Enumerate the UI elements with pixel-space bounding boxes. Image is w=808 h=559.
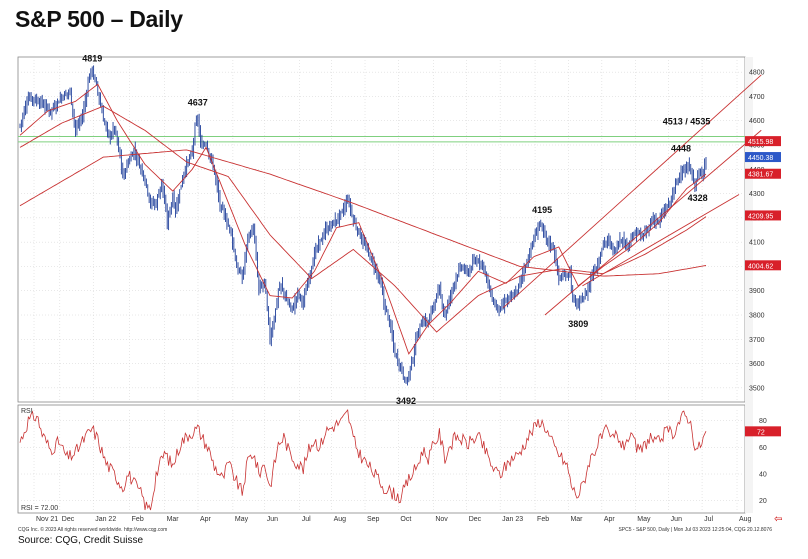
y-tick-label: 4700 (749, 94, 765, 101)
price-layer (19, 65, 707, 386)
price-tag-label: 4209.95 (748, 213, 773, 220)
x-tick-label: Mar (570, 516, 583, 523)
copyright-footer: CQG Inc. © 2023 All rights reserved worl… (18, 527, 168, 533)
x-tick-label: Jul (704, 516, 713, 523)
price-annotation: 3492 (396, 396, 416, 406)
y-tick-label: 4600 (749, 118, 765, 125)
x-tick-label: Nov 21 (36, 516, 58, 523)
price-annotation: 4448 (671, 144, 691, 154)
x-tick-label: Aug (739, 516, 752, 523)
price-tag-box (745, 168, 781, 179)
x-tick-label: Dec (469, 516, 482, 523)
x-tick-label: Jan 22 (95, 516, 116, 523)
y-tick-label: 4100 (749, 240, 765, 247)
price-annotation: 4328 (688, 193, 708, 203)
chart-info-footer: SPC5 - S&P 500, Daily | Mon Jul 03 2023 … (618, 527, 772, 533)
rsi-y-tick-label: 60 (759, 445, 767, 452)
x-tick-label: May (637, 516, 651, 523)
price-annotation: 4819 (82, 54, 102, 64)
price-tag-layer: 4515.98 4450.38 4381.67 4209.95 4004.62 (745, 136, 781, 271)
price-tag-label: 4515.98 (748, 139, 773, 146)
channel-line (502, 74, 762, 309)
y-tick-label: 3500 (749, 385, 765, 392)
y-tick-label: 3900 (749, 288, 765, 295)
ma-mid-line (19, 105, 707, 333)
x-tick-label: Jun (671, 516, 682, 523)
scroll-left-arrow-icon[interactable]: ⇦ (774, 514, 783, 525)
price-annotation: 4637 (188, 98, 208, 108)
price-tag-box (745, 152, 781, 163)
y-tick-label: 3700 (749, 337, 765, 344)
x-tick-label: Dec (62, 516, 75, 523)
rsi-y-tick-label: 80 (759, 418, 767, 425)
price-annotation: 3809 (568, 319, 588, 329)
trend-channel-layer (502, 74, 762, 316)
rsi-y-tick-label: 40 (759, 472, 767, 479)
x-tick-label: Apr (604, 516, 616, 523)
rsi-y-tick-label: 20 (759, 498, 767, 505)
x-tick-label: Feb (537, 516, 549, 523)
x-tick-label: Apr (200, 516, 212, 523)
price-tag-box (745, 260, 781, 271)
y-tick-label: 4300 (749, 191, 765, 198)
rsi-layer: 72 (19, 409, 781, 511)
rsi-value-tag-label: 72 (757, 429, 765, 436)
x-tick-label: Sep (367, 516, 380, 523)
page-title: S&P 500 – Daily (15, 6, 183, 32)
rsi-panel-frame (17, 404, 746, 514)
x-tick-label: Jan 23 (502, 516, 523, 523)
x-tick-label: Mar (167, 516, 180, 523)
price-annotation: 4513 / 4535 (663, 116, 711, 126)
x-tick-label: Nov (435, 516, 448, 523)
channel-line (544, 129, 762, 316)
y-axis-strip (745, 57, 753, 513)
channel-line (582, 194, 740, 287)
price-annotation: 4195 (532, 205, 552, 215)
y-tick-label: 3600 (749, 361, 765, 368)
x-tick-label: Oct (400, 516, 411, 523)
grid-layer (18, 60, 745, 510)
x-tick-label: Jun (267, 516, 278, 523)
price-tag-box (745, 210, 781, 221)
rsi-value-tag-box (745, 426, 781, 437)
source-note: Source: CQG, Credit Suisse (18, 535, 144, 546)
x-tick-label: Aug (334, 516, 347, 523)
price-tag-label: 4381.67 (748, 172, 773, 179)
x-tick-label: Jul (302, 516, 311, 523)
price-tag-label: 4450.38 (748, 155, 773, 162)
y-tick-label: 4800 (749, 70, 765, 77)
rsi-last-value-label: RSI = 72.00 (21, 505, 58, 512)
x-tick-label: May (235, 516, 249, 523)
price-tag-box (745, 136, 781, 147)
price-tag-label: 4004.62 (748, 263, 773, 270)
x-tick-label: Feb (132, 516, 144, 523)
price-panel-frame (17, 56, 746, 403)
annotation-layer: 4819 4637 3492 4195 3809 4448 4328 4513 / 4535 (82, 54, 710, 406)
rsi-series-line (19, 409, 707, 511)
rsi-panel-label: RSI (21, 408, 33, 415)
y-tick-label: 3800 (749, 313, 765, 320)
